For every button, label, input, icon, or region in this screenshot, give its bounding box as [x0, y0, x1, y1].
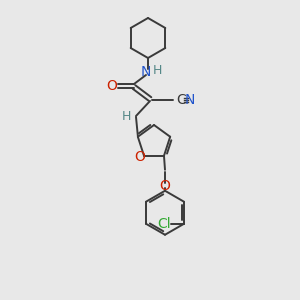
- Text: N: N: [141, 65, 151, 79]
- Text: O: O: [160, 179, 170, 193]
- Text: O: O: [135, 150, 146, 164]
- Text: N: N: [185, 93, 195, 107]
- Text: H: H: [152, 64, 162, 77]
- Text: O: O: [106, 79, 117, 93]
- Text: C: C: [176, 93, 186, 107]
- Text: Cl: Cl: [157, 217, 171, 231]
- Text: H: H: [121, 110, 131, 122]
